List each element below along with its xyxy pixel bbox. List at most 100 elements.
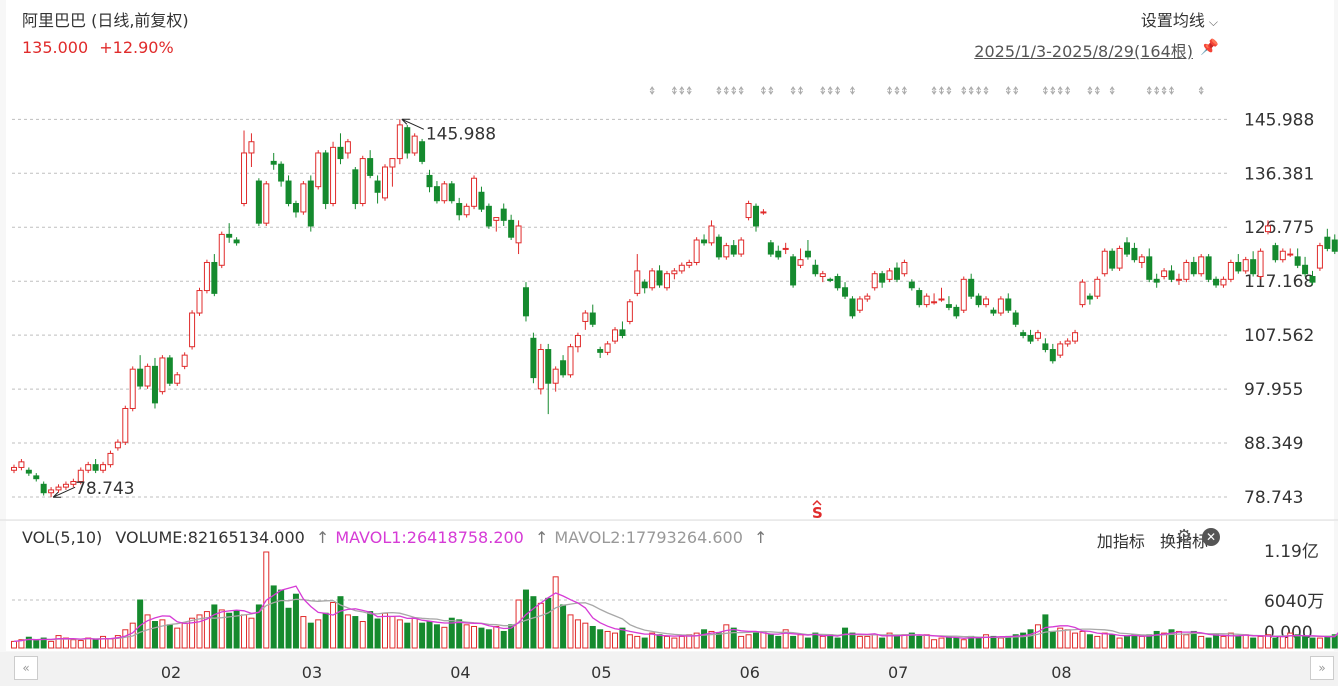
volume-bar	[1124, 635, 1130, 649]
candle	[263, 183, 270, 224]
event-icon[interactable]	[649, 86, 655, 95]
event-icon[interactable]	[887, 86, 892, 95]
event-icon[interactable]	[939, 86, 944, 95]
candle	[211, 261, 218, 294]
volume-bar	[1005, 635, 1012, 649]
event-icon[interactable]	[686, 86, 692, 95]
chevron-down-icon: ⌵	[1208, 15, 1218, 29]
event-icon[interactable]	[983, 86, 989, 95]
event-icon[interactable]	[1087, 86, 1093, 95]
event-icon[interactable]	[1050, 86, 1056, 95]
event-icon[interactable]	[961, 86, 967, 95]
event-icon[interactable]	[1057, 86, 1063, 95]
mavol1-line	[13, 585, 1338, 643]
candle	[908, 281, 915, 289]
event-icon[interactable]	[738, 86, 744, 95]
vol-legend-prefix: VOL(5,10)	[22, 528, 103, 547]
event-icon[interactable]	[1154, 86, 1160, 95]
event-icon[interactable]	[1013, 86, 1019, 95]
candle	[441, 183, 448, 202]
add-indicator-button[interactable]: 加指标	[1096, 532, 1145, 551]
scroll-right-button[interactable]: »	[1310, 656, 1334, 680]
event-icon[interactable]	[731, 86, 737, 95]
volume-bar	[1190, 630, 1197, 649]
volume-bar	[322, 612, 329, 649]
volume-bar	[374, 618, 381, 649]
scroll-left-button[interactable]: «	[14, 656, 38, 680]
close-icon[interactable]: ✕	[1202, 528, 1220, 546]
candle	[226, 233, 233, 238]
indicator-buttons: 加指标 换指标	[1087, 528, 1208, 552]
event-icon[interactable]	[835, 86, 841, 95]
event-icon[interactable]	[1005, 86, 1011, 95]
candle	[953, 306, 960, 317]
candle	[619, 329, 626, 336]
volume-bar	[923, 634, 930, 649]
candle	[456, 203, 463, 216]
volume-bar	[938, 637, 945, 649]
event-icon[interactable]	[894, 86, 900, 95]
volume-bar	[1331, 634, 1338, 649]
event-icon[interactable]	[716, 86, 722, 95]
event-icon[interactable]	[1146, 86, 1152, 95]
event-icon[interactable]	[827, 86, 833, 95]
candle	[1324, 236, 1331, 249]
event-icon[interactable]	[679, 86, 685, 95]
candle	[144, 365, 151, 387]
gear-icon[interactable]: ⚙	[1176, 526, 1193, 547]
candle	[760, 211, 767, 214]
event-icon[interactable]	[901, 86, 907, 95]
ma-settings-button[interactable]: 设置均线 ⌵	[1141, 7, 1218, 31]
candle	[352, 169, 359, 205]
candle	[856, 298, 863, 311]
event-icon[interactable]	[820, 86, 826, 95]
volume-bar	[100, 635, 107, 649]
event-icon[interactable]	[1042, 86, 1048, 95]
switch-indicator-button[interactable]: 换指标	[1159, 532, 1208, 551]
up-arrow-icon: ↑	[315, 528, 330, 547]
x-tick-label: 02	[161, 663, 181, 682]
candle	[1316, 245, 1323, 269]
event-icon[interactable]	[768, 86, 774, 95]
volume-bar	[159, 619, 166, 649]
event-icon[interactable]	[931, 86, 937, 95]
volume-bar	[649, 632, 656, 649]
volume-bar	[612, 632, 619, 649]
signal-marker: S	[812, 504, 823, 522]
candle	[1005, 298, 1012, 311]
event-icon[interactable]	[1065, 86, 1071, 95]
event-icon[interactable]	[976, 86, 982, 95]
volume-bar	[634, 635, 641, 649]
volume-bar	[144, 614, 151, 649]
candle	[174, 374, 181, 384]
volume-bar	[641, 637, 648, 649]
event-icon[interactable]	[790, 86, 796, 95]
date-range[interactable]: 2025/1/3-2025/8/29(164根)	[974, 42, 1193, 61]
event-icon[interactable]	[946, 86, 952, 95]
event-icon[interactable]	[761, 86, 766, 95]
candle	[552, 368, 559, 384]
event-icon[interactable]	[671, 86, 677, 95]
candle	[1190, 261, 1197, 275]
volume-bar	[426, 621, 433, 649]
candle	[923, 295, 930, 306]
volume-bar	[1131, 634, 1138, 649]
event-icon[interactable]	[1161, 86, 1167, 95]
event-icon[interactable]	[850, 86, 855, 95]
volume-bar	[842, 627, 849, 649]
candle	[1124, 242, 1130, 255]
event-icon[interactable]	[798, 86, 803, 95]
x-tick-label: 03	[302, 663, 322, 682]
candle	[842, 287, 849, 297]
candle	[960, 278, 967, 311]
candle	[560, 360, 567, 376]
event-icon[interactable]	[1094, 86, 1100, 95]
volume-bar	[730, 627, 737, 649]
event-icon[interactable]	[723, 86, 729, 95]
event-icon[interactable]	[1109, 86, 1115, 95]
event-icon[interactable]	[1169, 86, 1174, 95]
event-icon[interactable]	[968, 86, 974, 95]
event-icon[interactable]	[1198, 86, 1204, 95]
pin-icon[interactable]: 📌	[1200, 38, 1219, 56]
